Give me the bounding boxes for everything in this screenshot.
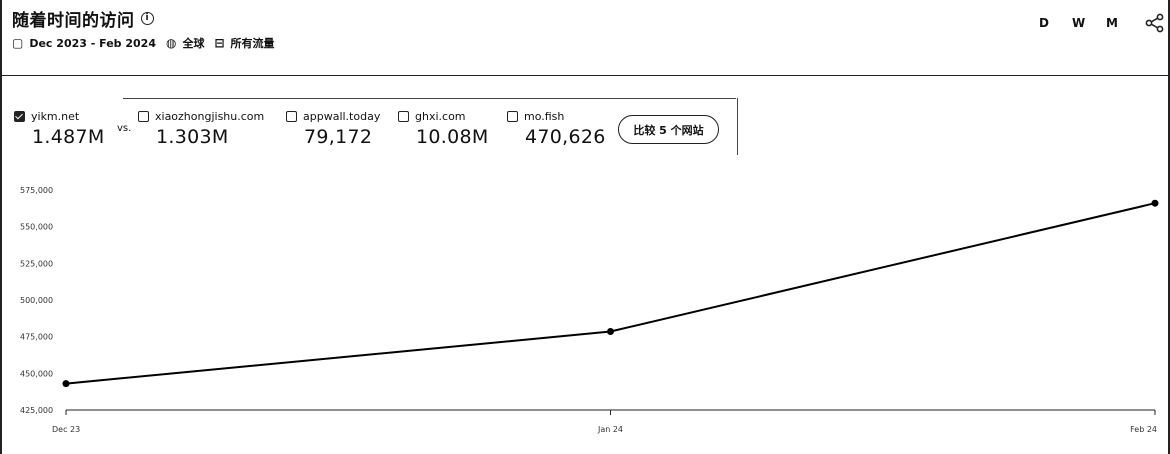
x-tick-label: Dec 23 xyxy=(52,425,80,434)
granularity-week-button[interactable]: W xyxy=(1072,16,1086,30)
calendar-icon: ▢ xyxy=(12,36,24,50)
site-value: 79,172 xyxy=(304,126,373,148)
checkbox-icon[interactable] xyxy=(286,111,297,122)
x-tick-label: Jan 24 xyxy=(597,425,623,434)
globe-icon: ◍ xyxy=(165,36,177,50)
meta-row: ▢ Dec 2023 - Feb 2024 ◍ 全球 ⊟ 所有流量 xyxy=(12,35,285,51)
site-name: mo.fish xyxy=(524,110,565,123)
header-divider xyxy=(0,75,1170,76)
site-value: 470,626 xyxy=(525,126,606,148)
y-tick-label: 550,000 xyxy=(20,223,53,232)
site-name: yikm.net xyxy=(31,110,80,123)
y-tick-label: 525,000 xyxy=(20,259,53,268)
checkbox-checked-icon[interactable] xyxy=(14,111,25,122)
site-item-ghxi[interactable]: ghxi.com 10.08M xyxy=(398,110,489,148)
y-tick-label: 450,000 xyxy=(20,369,53,378)
data-point[interactable] xyxy=(62,380,70,388)
site-item-mofish[interactable]: mo.fish 470,626 xyxy=(507,110,606,148)
site-item-appwall[interactable]: appwall.today 79,172 xyxy=(286,110,380,148)
series-line xyxy=(65,202,1156,385)
y-tick-label: 475,000 xyxy=(20,333,53,342)
site-name: appwall.today xyxy=(303,110,381,123)
checkbox-icon[interactable] xyxy=(398,111,409,122)
region[interactable]: 全球 xyxy=(182,37,205,50)
share-icon[interactable] xyxy=(1145,13,1165,33)
data-point[interactable] xyxy=(607,328,614,336)
title-row: 随着时间的访问 i xyxy=(12,6,154,31)
y-tick-label: 575,000 xyxy=(20,186,53,195)
granularity-day-button[interactable]: D xyxy=(1039,16,1049,30)
traffic-icon: ⊟ xyxy=(214,36,225,50)
site-item-xiaozhongjishu[interactable]: xiaozhongjishu.com 1.303M xyxy=(138,110,264,148)
compare-sites-top-border xyxy=(123,98,736,99)
compare-sites-button[interactable]: 比较 5 个网站 xyxy=(618,115,719,144)
widget-title: 随着时间的访问 xyxy=(12,11,135,31)
checkbox-icon[interactable] xyxy=(507,111,518,122)
x-tick-label: Feb 24 xyxy=(1130,425,1157,434)
line-chart: 575,000 550,000 525,000 500,000 475,000 450,0… xyxy=(20,186,1159,434)
date-range[interactable]: Dec 2023 - Feb 2024 xyxy=(29,36,156,50)
vs-label: vs. xyxy=(117,123,132,134)
frame-right-border xyxy=(1168,0,1170,454)
info-icon[interactable]: i xyxy=(140,12,154,25)
site-value: 1.487M xyxy=(32,126,105,148)
y-tick-label: 500,000 xyxy=(20,296,53,305)
compare-sites-right-border xyxy=(737,98,738,155)
checkbox-icon[interactable] xyxy=(138,111,149,122)
site-value: 1.303M xyxy=(156,126,229,148)
frame-left-border xyxy=(0,0,2,454)
site-item-yikm[interactable]: yikm.net 1.487M xyxy=(14,110,105,148)
site-name: ghxi.com xyxy=(415,110,466,123)
traffic-type[interactable]: 所有流量 xyxy=(230,37,275,50)
data-point[interactable] xyxy=(1151,199,1159,207)
y-tick-label: 425,000 xyxy=(20,406,53,415)
granularity-month-button[interactable]: M xyxy=(1106,16,1118,30)
site-name: xiaozhongjishu.com xyxy=(155,110,265,123)
site-value: 10.08M xyxy=(416,126,489,148)
